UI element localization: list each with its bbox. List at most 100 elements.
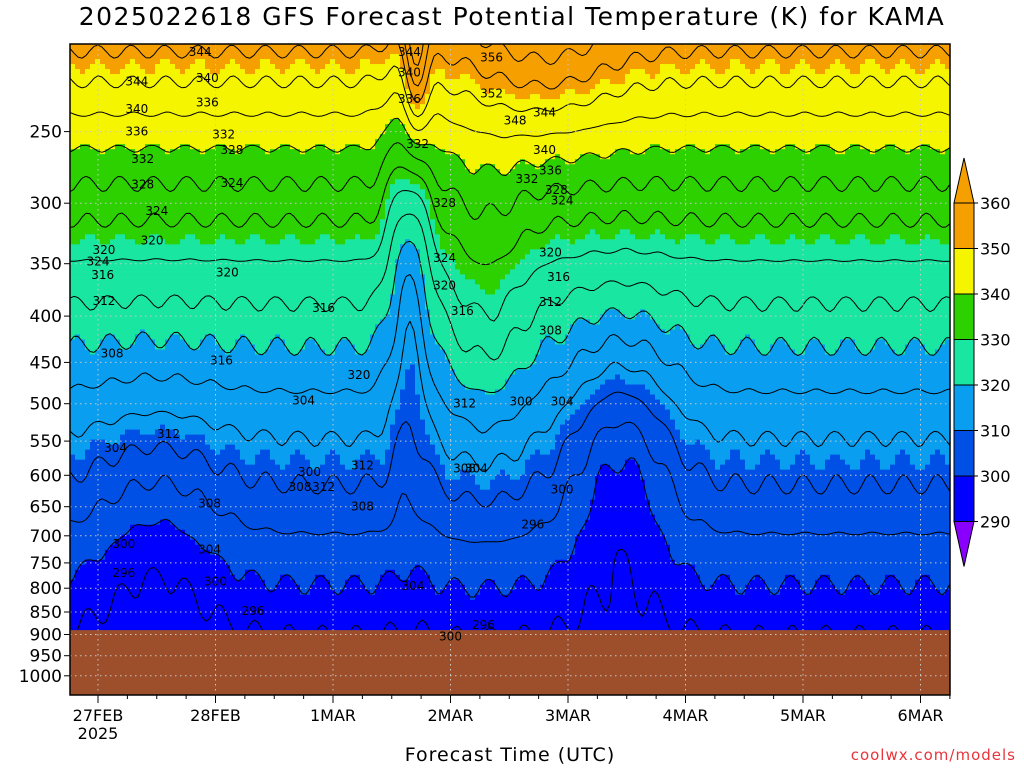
field-cell [240, 334, 246, 341]
field-cell [155, 619, 161, 626]
field-cell [165, 99, 171, 105]
field-cell [150, 269, 156, 275]
field-cell [160, 489, 166, 496]
field-cell [175, 349, 181, 356]
field-cell [225, 254, 231, 260]
field-cell [165, 544, 171, 551]
field-cell [195, 604, 201, 611]
field-cell [185, 569, 191, 576]
field-cell [210, 599, 216, 606]
field-cell [200, 399, 206, 406]
field-cell [195, 234, 201, 240]
field-cell [250, 384, 256, 391]
field-cell [245, 179, 251, 185]
field-cell [150, 434, 156, 441]
field-cell [230, 129, 236, 135]
field-cell [135, 344, 141, 351]
field-cell [160, 209, 166, 215]
field-cell [95, 459, 101, 466]
field-cell [235, 604, 241, 611]
field-cell [90, 274, 96, 280]
field-cell [250, 119, 256, 125]
field-cell [105, 584, 111, 591]
field-cell [195, 534, 201, 541]
field-cell [235, 369, 241, 376]
field-cell [135, 519, 141, 526]
field-cell [215, 64, 221, 70]
field-cell [85, 494, 91, 501]
field-cell [165, 69, 171, 75]
field-cell [175, 204, 181, 210]
field-cell [85, 109, 91, 115]
field-cell [240, 559, 246, 566]
field-cell [175, 104, 181, 110]
field-cell [250, 144, 256, 150]
field-cell [195, 444, 201, 451]
field-cell [100, 439, 106, 446]
field-cell [80, 424, 86, 431]
field-cell [185, 499, 191, 506]
field-cell [115, 304, 121, 311]
field-cell [95, 334, 101, 341]
field-cell [160, 454, 166, 461]
field-cell [225, 119, 231, 125]
field-cell [225, 364, 231, 371]
field-cell [175, 254, 181, 260]
field-cell [160, 179, 166, 185]
field-cell [95, 269, 101, 275]
field-cell [140, 369, 146, 376]
field-cell [75, 304, 81, 311]
field-cell [85, 89, 91, 95]
field-cell [180, 409, 186, 416]
field-cell [190, 604, 196, 611]
field-cell [240, 124, 246, 130]
field-cell [180, 554, 186, 561]
field-cell [135, 449, 141, 456]
field-cell [260, 319, 266, 326]
field-cell [200, 354, 206, 361]
field-cell [85, 144, 91, 150]
field-cell [205, 134, 211, 140]
field-cell [75, 289, 81, 295]
field-cell [200, 344, 206, 351]
field-cell [105, 539, 111, 546]
field-cell [260, 189, 266, 195]
field-cell [135, 369, 141, 376]
field-cell [100, 499, 106, 506]
field-cell [105, 369, 111, 376]
field-cell [110, 174, 116, 180]
field-cell [205, 574, 211, 581]
field-cell [230, 409, 236, 416]
field-cell [100, 489, 106, 496]
field-cell [230, 154, 236, 160]
field-cell [140, 249, 146, 255]
field-cell [95, 134, 101, 140]
field-cell [145, 569, 151, 576]
field-cell [70, 174, 76, 180]
field-cell [80, 464, 86, 471]
field-cell [70, 219, 76, 225]
field-cell [240, 49, 246, 55]
field-cell [235, 254, 241, 260]
field-cell [215, 509, 221, 516]
field-cell [120, 89, 126, 95]
field-cell [205, 529, 211, 536]
field-cell [115, 124, 121, 130]
field-cell [70, 514, 76, 521]
field-cell [235, 114, 241, 120]
field-cell [150, 329, 156, 336]
field-cell [155, 319, 161, 326]
field-cell [210, 59, 216, 65]
field-cell [200, 284, 206, 290]
field-cell [165, 204, 171, 210]
field-cell [135, 134, 141, 140]
field-cell [100, 219, 106, 225]
field-cell [90, 344, 96, 351]
field-cell [215, 429, 221, 436]
field-cell [255, 579, 261, 586]
field-cell [140, 274, 146, 280]
field-cell [130, 454, 136, 461]
field-cell [255, 294, 261, 300]
field-cell [165, 214, 171, 220]
field-cell [90, 384, 96, 391]
